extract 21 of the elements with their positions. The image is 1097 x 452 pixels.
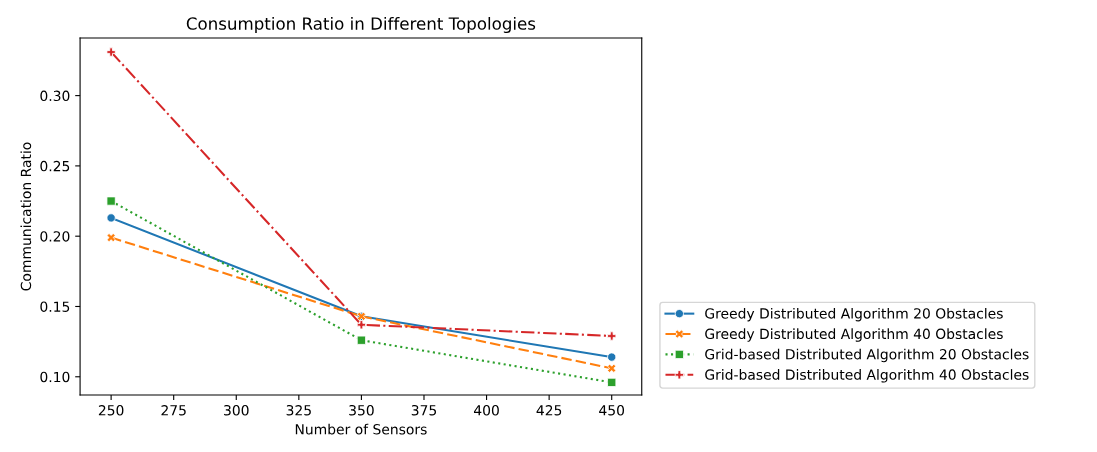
y-axis-title: Communication Ratio: [20, 142, 32, 291]
y-tick-label: 0.20: [40, 231, 70, 242]
legend-label: Greedy Distributed Algorithm 40 Obstacles: [705, 328, 1003, 342]
legend-label: Greedy Distributed Algorithm 20 Obstacles: [705, 307, 1003, 322]
x-tick-label: 450: [599, 405, 625, 416]
x-tick-label: 250: [98, 405, 124, 416]
chart-title: Consumption Ratio in Different Topologies: [186, 16, 536, 34]
x-tick-label: 425: [536, 405, 562, 416]
x-tick-label: 400: [473, 405, 499, 416]
y-tick-label: 0.10: [40, 371, 70, 383]
legend-label: Grid-based Distributed Algorithm 20 Obstacles: [705, 348, 1029, 363]
x-tick-label: 300: [224, 405, 249, 416]
y-tick-label: 0.25: [40, 160, 70, 172]
x-tick-label: 275: [161, 405, 186, 416]
x-tick-label: 375: [411, 405, 437, 416]
legend-label: Grid-based Distributed Algorithm 40 Obstacles: [705, 369, 1029, 383]
x-tick-label: 325: [286, 405, 311, 416]
x-axis-title: Number of Sensors: [295, 423, 427, 435]
x-tick-label: 350: [349, 405, 374, 416]
y-tick-label: 0.15: [40, 301, 70, 312]
y-tick-label: 0.30: [40, 90, 70, 102]
